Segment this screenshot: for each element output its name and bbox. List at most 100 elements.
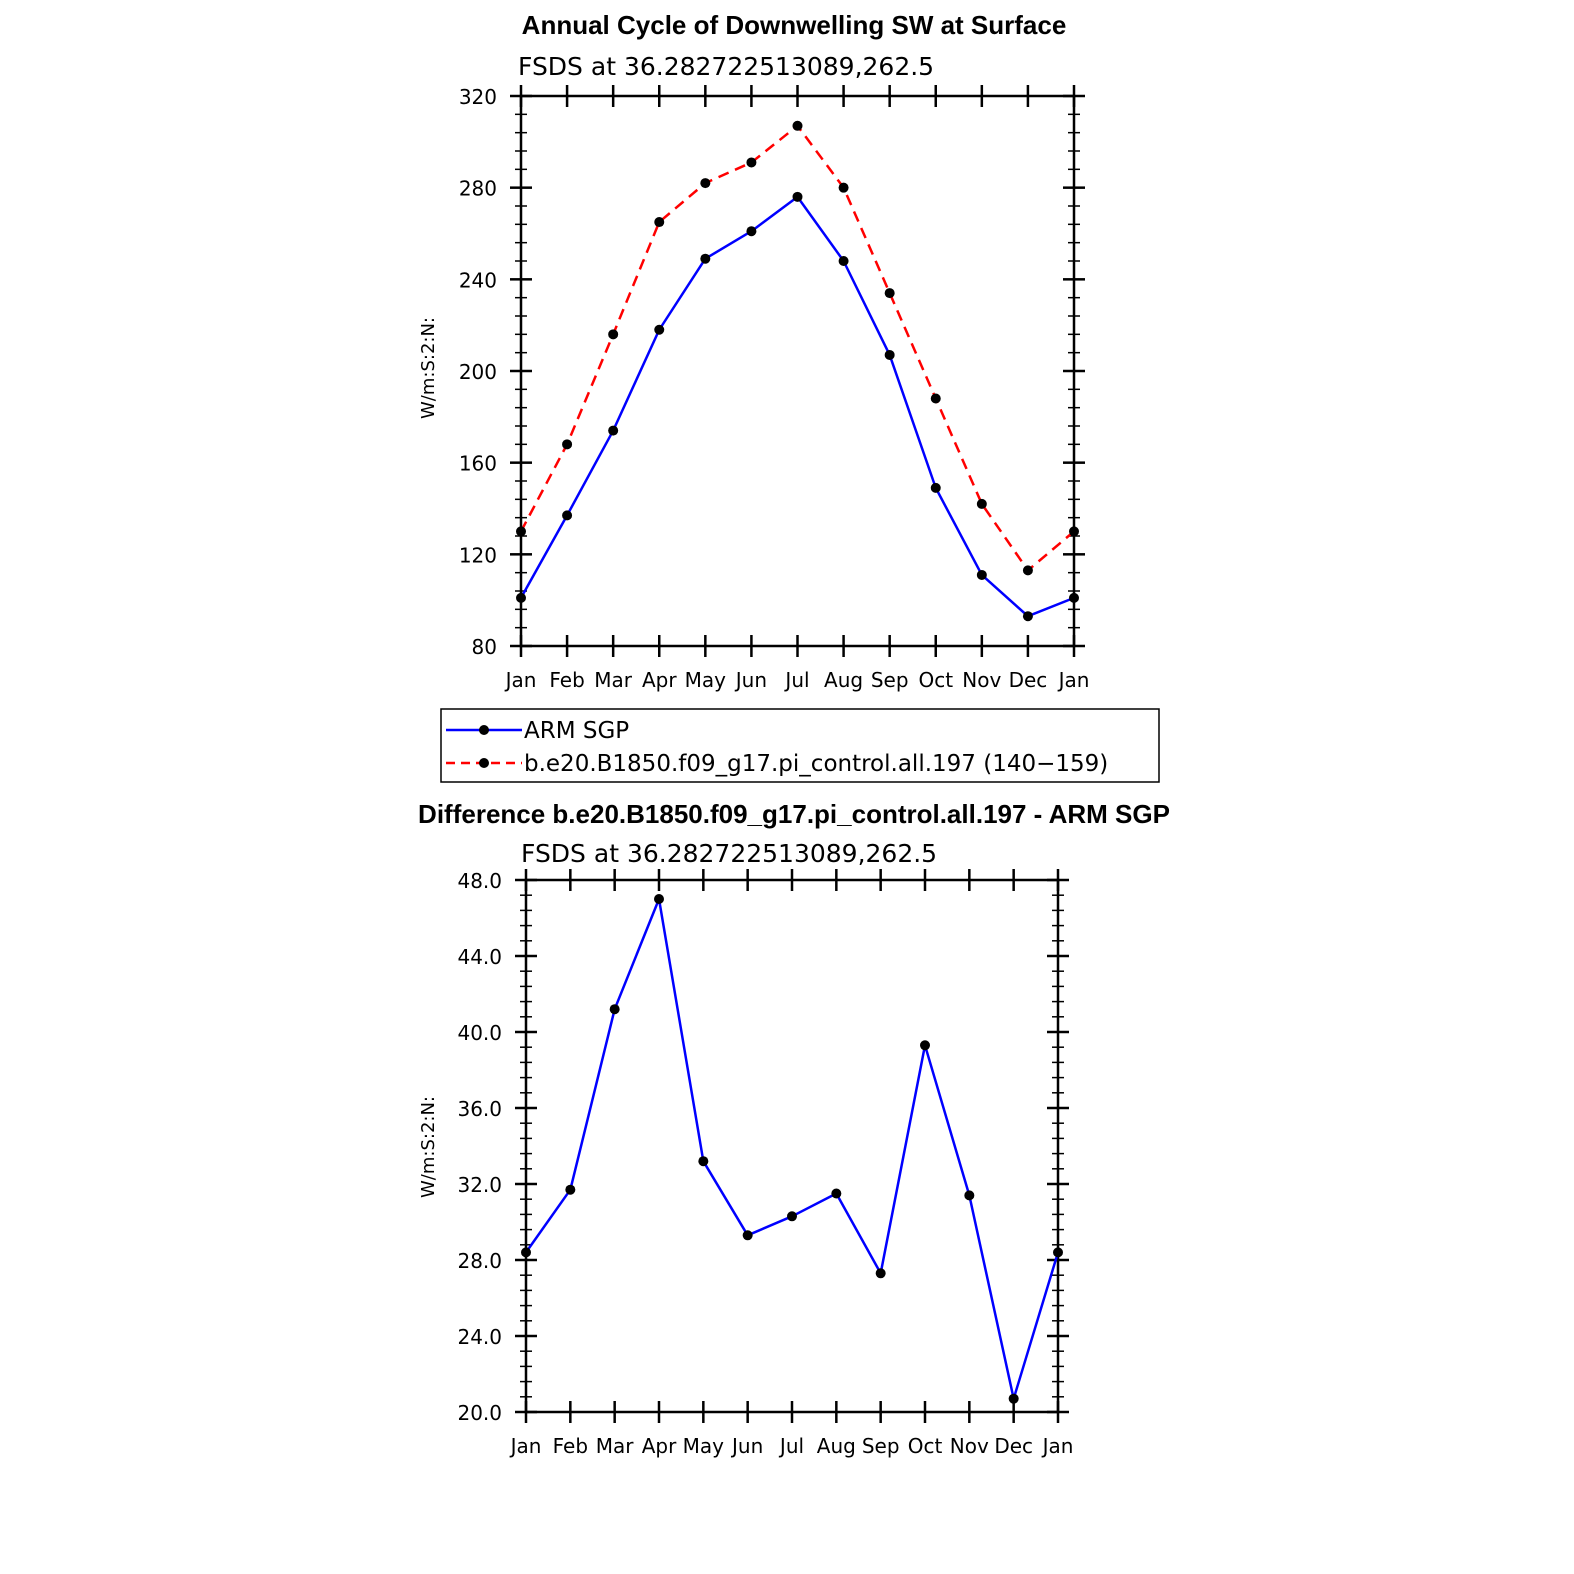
top-chart-series-1-point [1069,526,1079,537]
bottom-chart-x-tick-label: Jan [1041,1434,1074,1458]
top-chart-x-tick-label: Feb [549,668,584,692]
legend-box [440,708,1160,783]
bottom-chart-x-tick-label: Jan [509,1434,542,1458]
bottom-chart-series-0-point [964,1190,975,1201]
top-chart-legend: ARM SGP b.e20.B1850.f09_g17.pi_control.a… [440,708,1160,783]
top-chart-series-1-point [930,393,941,404]
bottom-chart-y-tick-label: 36.0 [457,1097,502,1121]
bottom-chart-series-0-point [787,1211,797,1222]
bottom-chart: Difference b.e20.B1850.f09_g17.pi_contro… [418,799,1170,1458]
top-chart-series-1-point [746,157,757,168]
top-chart-y-tick-label: 320 [459,85,497,109]
bottom-chart-title: Difference b.e20.B1850.f09_g17.pi_contro… [418,799,1170,829]
top-chart-series-0-point [930,482,941,493]
top-chart-x-tick-label: Jun [734,668,767,692]
bottom-chart-plot-frame [524,878,1060,1414]
top-chart-x-tick-label: Jan [504,668,537,692]
bottom-chart-series-0-point [1053,1247,1063,1258]
bottom-chart-x-tick-label: Dec [994,1434,1033,1458]
top-chart-series-0-point [700,253,711,264]
top-chart-series-1-point [516,526,526,537]
bottom-chart-y-tick-label: 48.0 [457,869,502,893]
top-chart-x-tick-label: May [685,668,727,692]
bottom-chart-series-0-point [565,1184,576,1195]
top-chart-series-0-point [792,191,803,202]
top-chart-x-tick-label: Jul [783,668,809,692]
top-chart-series-1-point [1022,565,1033,576]
top-chart-x-tick-label: Oct [918,668,953,692]
bottom-chart-x-tick-label: Aug [817,1434,856,1458]
bottom-chart-x-tick-label: Nov [950,1434,989,1458]
top-chart-series-0-point [1022,611,1033,622]
top-chart-y-tick-label: 280 [459,177,497,201]
top-chart-y-tick-label: 200 [459,360,497,384]
top-chart-series-0-line [519,195,1075,618]
bottom-chart-y-tick-label: 40.0 [457,1021,502,1045]
top-chart-series-0-point [976,569,987,580]
bottom-chart-series-0-point [742,1230,753,1241]
top-chart-y-tick-label: 120 [459,543,497,567]
legend-label-model: b.e20.B1850.f09_g17.pi_control.all.197 (… [524,751,1108,777]
bottom-chart-x-tick-label: Jul [778,1434,804,1458]
top-chart-x-tick-label: Dec [1009,668,1048,692]
top-chart-series-0-point [884,349,895,360]
top-chart-y-tick-label: 160 [459,452,497,476]
bottom-chart-y-tick-label: 28.0 [457,1249,502,1273]
top-chart-title: Annual Cycle of Downwelling SW at Surfac… [522,10,1067,40]
bottom-chart-series-0-point [1008,1393,1019,1404]
bottom-chart-subtitle: FSDS at 36.282722513089,262.5 [521,839,937,868]
bottom-chart-y-tick-label: 20.0 [457,1401,502,1425]
top-chart-series-0-point [1069,592,1079,603]
top-chart-series-0-point [516,592,526,603]
bottom-plot-area: Jan Feb Mar Apr May Jun Jul Aug Sep Oct Nov Dec Jan 2… [457,869,1073,1458]
top-chart-series-0-point [654,324,665,335]
top-chart-series-1-point [976,498,987,509]
top-chart-series-1-point [608,329,619,340]
top-chart-x-tick-label: Apr [642,668,677,692]
bottom-chart-y-tick-label: 32.0 [457,1173,502,1197]
top-chart-series-0-point [562,510,573,521]
bottom-chart-y-axis-title: W/m:S:2:N: [418,1096,439,1198]
bottom-chart-x-tick-label: Jun [730,1434,763,1458]
legend-marker-model [479,758,489,768]
top-plot-area: Jan Feb Mar Apr May Jun Jul Aug Sep Oct Nov Dec Jan 8… [459,85,1090,692]
top-chart-series-1-point [562,439,573,450]
bottom-chart-series-0-point [609,1004,620,1015]
legend-label-arm-sgp: ARM SGP [524,718,629,744]
bottom-chart-x-tick-label: May [683,1434,725,1458]
top-chart-x-tick-label: Sep [871,668,909,692]
top-chart-x-tick-label: Aug [824,668,863,692]
legend-marker-arm-sgp [479,725,489,735]
top-chart-series-1-point [792,120,803,131]
bottom-chart-y-tick-label: 44.0 [457,945,502,969]
top-chart-series-0-point [608,425,619,436]
top-chart-x-tick-label: Nov [962,668,1001,692]
bottom-chart-series-0-point [698,1156,709,1167]
bottom-chart-series-0-line [524,897,1060,1400]
top-chart-x-tick-label: Jan [1057,668,1090,692]
bottom-chart-x-tick-label: Sep [862,1434,900,1458]
top-chart-subtitle: FSDS at 36.282722513089,262.5 [518,52,934,81]
bottom-chart-x-tick-label: Mar [596,1434,635,1458]
top-chart-y-tick-label: 240 [459,268,497,292]
top-chart-series-1-point [884,288,895,299]
bottom-chart-x-tick-label: Apr [642,1434,677,1458]
top-chart-series-0-point [746,226,757,237]
bottom-chart-series-0-point [920,1040,930,1051]
top-chart-plot-frame [519,94,1076,648]
bottom-chart-y-tick-label: 24.0 [457,1325,502,1349]
top-chart-series-1-point [654,217,665,228]
top-chart-x-tick-label: Mar [594,668,633,692]
bottom-chart-series-0-point [875,1268,886,1279]
bottom-chart-series-0-point [654,894,664,904]
top-chart-series-1-point [700,178,711,189]
bottom-chart-x-tick-label: Oct [908,1434,943,1458]
top-chart-series-0-point [838,256,849,266]
bottom-chart-series-0-point [521,1247,531,1258]
top-chart: Annual Cycle of Downwelling SW at Surfac… [418,10,1089,692]
bottom-chart-x-tick-label: Feb [553,1434,588,1458]
top-chart-y-tick-label: 80 [472,635,497,659]
bottom-chart-series-0-point [831,1188,842,1199]
top-chart-y-axis-title: W/m:S:2:N: [418,317,439,419]
